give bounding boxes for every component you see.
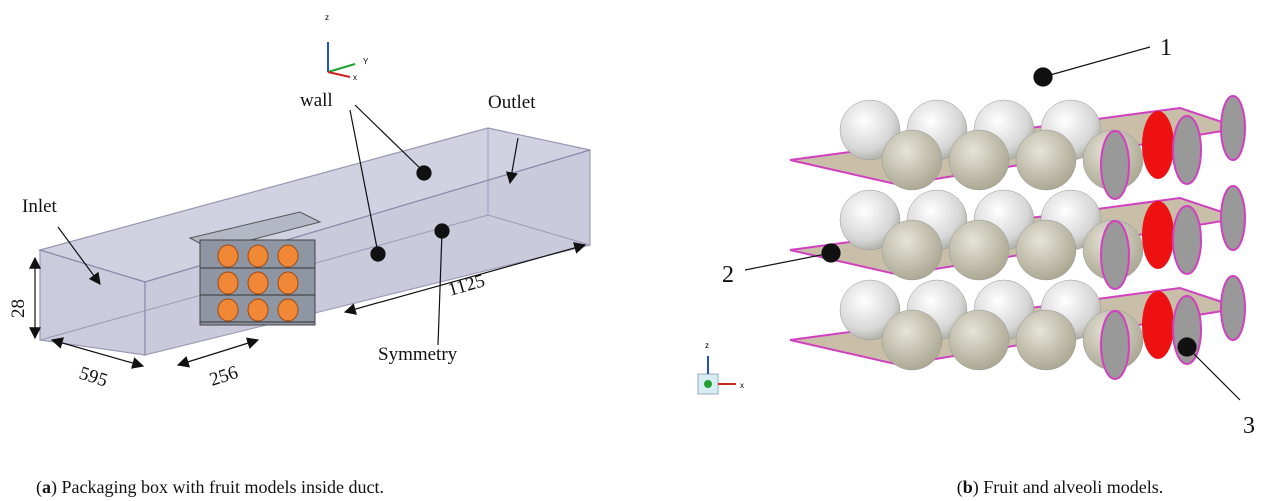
fruit [217,298,239,322]
fruit-section [1100,310,1130,380]
fruit [247,244,269,268]
caption-prefix: ( [36,477,42,498]
fruit [217,271,239,295]
fruit-section [1220,275,1246,341]
annotations [29,104,587,369]
dimension: 595 [76,363,110,392]
fruit-section [1220,95,1246,161]
fruit-section [1172,205,1202,275]
fruit-sphere [1015,129,1077,191]
fruit-cut [1142,291,1174,359]
caption: (a) Packaging box with fruit models insi… [36,477,384,498]
fruit [247,271,269,295]
caption-label: a [42,477,51,497]
fruit-section [1100,130,1130,200]
label-inlet: Inlet [22,196,58,217]
label-outlet: Outlet [488,92,536,113]
fruit-cut [1142,111,1174,179]
axis-triad-a: z Y x [325,13,369,82]
fruit [277,244,299,268]
fruit-sphere [881,129,943,191]
callout-label: 2 [722,262,734,288]
fruit [277,298,299,322]
fruit-sphere [839,189,901,251]
fruit-sphere [948,219,1010,281]
packaging-box [188,211,322,326]
caption-text: ) Packaging box with fruit models inside… [51,477,384,498]
label-wall: wall [300,90,333,111]
fruit-section [1100,220,1130,290]
caption-prefix: ( [957,477,963,498]
callouts [744,46,1241,401]
fruit-sphere [839,279,901,341]
fruit [277,271,299,295]
dimension: 28 [8,299,29,318]
axis-triad-b: z x [697,341,744,395]
fruit-sphere [1015,219,1077,281]
fruit-sphere [881,219,943,281]
callout-label: 3 [1243,413,1255,439]
fruit-sphere [881,309,943,371]
axis-label: z [705,341,709,350]
fruit-sphere [948,309,1010,371]
fruit [217,244,239,268]
axis-label: z [325,13,329,22]
axis-label: x [740,381,744,390]
fruit-section [1172,115,1202,185]
label-symmetry: Symmetry [378,344,458,365]
fruit-sphere [948,129,1010,191]
fruit-cut [1142,201,1174,269]
caption-text: ) Fruit and alveoli models. [973,477,1163,498]
fruit-sphere [839,99,901,161]
fruit-models [789,95,1246,380]
axis-label: Y [363,57,369,66]
caption: (b) Fruit and alveoli models. [957,477,1163,498]
fruit-section [1220,185,1246,251]
dimension: 256 [207,362,241,391]
axis-label: x [353,73,357,82]
fruit-sphere [1015,309,1077,371]
caption-label: b [963,477,973,497]
callout-label: 1 [1160,35,1172,61]
fruit [247,298,269,322]
